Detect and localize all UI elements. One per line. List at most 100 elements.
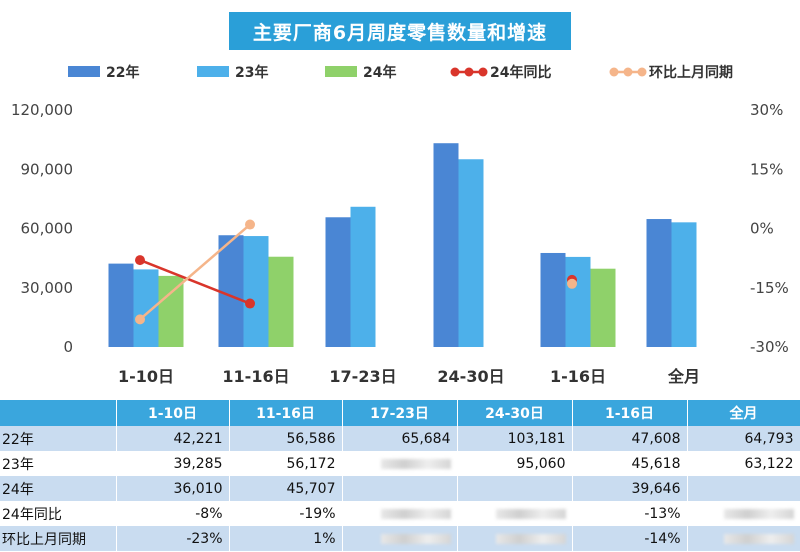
table-row: 22年 42,221 56,586 65,684 103,181 47,608 64,793 [0,426,800,451]
table-cell: 39,646 [572,476,688,501]
x-tick-label: 1-10日 [118,367,174,386]
legend-swatch [325,66,357,77]
table-header-cell: 24-30日 [457,400,573,426]
bar [268,256,294,347]
blurred-value [380,533,451,544]
table-header-cell [0,400,117,426]
table-cell: -8% [116,501,230,526]
bar [158,275,184,347]
legend-swatch-dot [450,67,460,77]
table-cell: 56,586 [229,426,343,451]
blurred-value [380,508,451,519]
y-right-tick-label: 0% [750,220,774,238]
y-right-tick-label: -15% [750,279,789,297]
line-point [135,314,145,325]
legend-swatch-dot [637,67,647,77]
y-right-tick-label: 30% [750,101,783,119]
x-tick-label: 24-30日 [437,367,504,386]
line-point [245,219,255,230]
table-cell: 42,221 [116,426,230,451]
table-header-cell: 1-10日 [116,400,230,426]
bar [325,217,351,347]
table-cell: -14% [572,526,688,551]
blurred-value [380,458,451,469]
bar [540,252,566,347]
table-cell: 47,608 [572,426,688,451]
table-cell: 64,793 [687,426,800,451]
line-group [135,219,577,325]
y-left-tick-label: 90,000 [21,160,74,178]
table-row: 24年同比 -8% -19% -13% [0,501,800,526]
x-tick-label: 1-16日 [550,367,606,386]
bar [458,159,484,347]
row-label: 24年同比 [0,501,117,526]
legend-label: 环比上月同期 [649,64,733,81]
legend-label: 24年同比 [490,64,551,81]
series-line [139,258,251,305]
table-cell: 36,010 [116,476,230,501]
bar [108,263,134,347]
blurred-value [723,533,794,544]
table-header-cell: 1-16日 [572,400,688,426]
y-right-tick-label: 15% [750,160,783,178]
table-cell: 63,122 [687,451,800,476]
table-cell [457,526,573,551]
bar [433,143,459,347]
bar-group [108,143,697,347]
data-table: 1-10日 11-16日 17-23日 24-30日 1-16日 全月 22年 42,221 5… [0,400,800,551]
table-header-cell: 11-16日 [229,400,343,426]
table-cell: 1% [229,526,343,551]
table-cell [342,526,458,551]
table-row: 23年 39,285 56,172 95,060 45,618 63,122 [0,451,800,476]
bar [646,219,672,347]
table-cell [342,476,458,501]
legend-swatch-dot [609,67,619,77]
legend-swatch [197,66,229,77]
line-point [245,298,255,309]
row-label: 22年 [0,426,117,451]
table-header-cell: 17-23日 [342,400,458,426]
bar [590,268,616,347]
table-cell [687,501,800,526]
legend-swatch-dot [478,67,488,77]
table-cell [457,501,573,526]
y-left-tick-label: 0 [63,338,73,356]
table-cell: 39,285 [116,451,230,476]
table-header-cell: 全月 [687,400,800,426]
legend-label: 24年 [363,64,396,81]
x-tick-label: 17-23日 [329,367,396,386]
table-row: 24年 36,010 45,707 39,646 [0,476,800,501]
legend: 22年 23年 24年 24年同比 环比上月同期 [68,64,733,81]
chart-plot: 22年 23年 24年 24年同比 环比上月同期 0 30,000 60,000 90,000… [11,64,789,386]
bar [350,206,376,347]
table-cell [342,451,458,476]
x-tick-label: 全月 [667,367,700,386]
table-cell: 103,181 [457,426,573,451]
table-cell: -13% [572,501,688,526]
bar [565,256,591,347]
legend-swatch-dot [464,67,474,77]
table-cell [687,476,800,501]
legend-label: 22年 [106,64,139,81]
y-left-tick-label: 60,000 [21,220,74,238]
bar [243,236,269,347]
legend-swatch-dot [623,67,633,77]
table-cell: -19% [229,501,343,526]
x-tick-label: 11-16日 [222,367,289,386]
blurred-value [495,508,566,519]
y-right-tick-label: -30% [750,338,789,356]
table-cell: -23% [116,526,230,551]
bar [671,222,697,347]
table-cell: 65,684 [342,426,458,451]
legend-label: 23年 [235,64,268,81]
y-left-tick-label: 30,000 [21,279,74,297]
row-label: 24年 [0,476,117,501]
right-axis: -30% -15% 0% 15% 30% [750,101,789,356]
chart-title: 主要厂商6月周度零售数量和增速 [229,12,571,50]
table-cell: 45,618 [572,451,688,476]
table-cell [457,476,573,501]
table-cell: 56,172 [229,451,343,476]
left-axis: 0 30,000 60,000 90,000 120,000 [11,101,73,356]
table-cell [687,526,800,551]
row-label: 23年 [0,451,117,476]
